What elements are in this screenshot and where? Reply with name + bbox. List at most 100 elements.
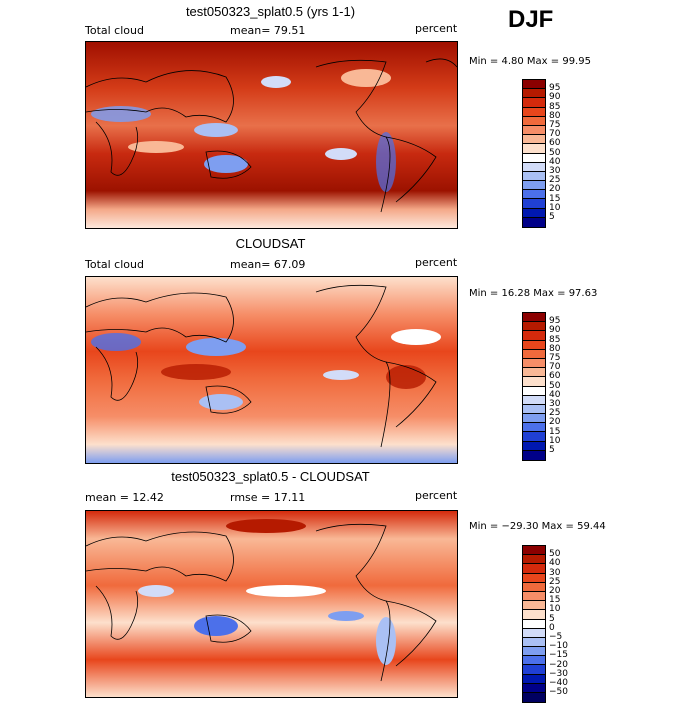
panel-2-units-label: percent: [415, 256, 458, 269]
colorbar-box: [523, 358, 545, 369]
colorbar-tick-label: −10: [549, 641, 568, 652]
colorbar-box: [523, 404, 545, 415]
colorbar-box: [523, 144, 545, 154]
colorbar-box: [523, 190, 545, 200]
colorbar-tick-label: 0: [549, 622, 555, 633]
colorbar-tick-label: 50: [549, 380, 561, 391]
colorbar-tick-label: 85: [549, 101, 561, 112]
colorbar-box: [523, 601, 545, 611]
colorbar-box: [523, 591, 545, 602]
colorbar-box: [523, 555, 545, 565]
panel-1-colorbar: [522, 79, 546, 228]
colorbar-box: [523, 171, 545, 182]
colorbar-tick-label: −20: [549, 659, 568, 670]
colorbar-box: [523, 450, 545, 460]
panel-3-colorbar: [522, 545, 546, 703]
colorbar-tick-label: 95: [549, 316, 561, 327]
panel-3-title: test050323_splat0.5 - CLOUDSAT: [171, 469, 370, 484]
colorbar-box: [523, 208, 545, 218]
colorbar-tick-label: 15: [549, 595, 561, 606]
colorbar-tick-label: 15: [549, 426, 561, 437]
colorbar-box: [523, 199, 545, 209]
colorbar-box: [523, 683, 545, 693]
colorbar-tick-label: 50: [549, 549, 561, 560]
colorbar-box: [523, 386, 545, 396]
panel-1-mean-label: mean= 79.51: [230, 24, 306, 37]
colorbar-tick-label: 25: [549, 175, 561, 186]
colorbar-box: [523, 162, 545, 172]
colorbar-tick-label: 75: [549, 353, 561, 363]
colorbar-tick-label: 10: [549, 202, 561, 213]
colorbar-box: [523, 340, 545, 350]
panel-2-colorbar: [522, 312, 546, 461]
colorbar-box: [523, 647, 545, 657]
colorbar-tick-label: 10: [549, 604, 561, 615]
colorbar-tick-label: 80: [549, 110, 561, 121]
panel-1-title: test050323_splat0.5 (yrs 1-1): [185, 4, 356, 19]
colorbar-box: [523, 564, 545, 574]
colorbar-tick-label: 15: [549, 193, 561, 204]
colorbar-tick-label: −50: [549, 687, 568, 698]
colorbar-tick-label: 40: [549, 389, 561, 400]
colorbar-tick-label: 40: [549, 156, 561, 167]
colorbar-box: [523, 80, 545, 90]
panel-3-mean-label: mean = 12.42: [85, 491, 164, 504]
colorbar-tick-label: 40: [549, 558, 561, 569]
panel-3-units-label: percent: [415, 489, 458, 502]
colorbar-tick-label: 30: [549, 399, 561, 409]
colorbar-box: [523, 414, 545, 424]
panel-1-units-label: percent: [415, 22, 458, 35]
colorbar-tick-label: −30: [549, 668, 568, 679]
colorbar-tick-label: 70: [549, 129, 561, 140]
colorbar-box: [523, 693, 545, 703]
colorbar-tick-label: 25: [549, 408, 561, 419]
colorbar-box: [523, 441, 545, 451]
panel-2-title: CLOUDSAT: [235, 236, 306, 251]
colorbar-box: [523, 89, 545, 99]
colorbar-box: [523, 637, 545, 648]
colorbar-tick-label: 70: [549, 362, 561, 373]
colorbar-box: [523, 349, 545, 359]
colorbar-box: [523, 116, 545, 126]
colorbar-tick-label: 10: [549, 435, 561, 446]
colorbar-box: [523, 423, 545, 433]
colorbar-tick-label: 30: [549, 166, 561, 176]
colorbar-tick-label: 95: [549, 83, 561, 94]
colorbar-box: [523, 322, 545, 332]
colorbar-box: [523, 674, 545, 684]
colorbar-tick-label: 80: [549, 343, 561, 354]
colorbar-box: [523, 546, 545, 556]
colorbar-tick-label: 5: [549, 212, 555, 222]
colorbar-tick-label: −5: [549, 632, 563, 642]
colorbar-tick-label: 75: [549, 120, 561, 130]
colorbar-box: [523, 135, 545, 145]
colorbar-tick-label: 20: [549, 417, 561, 428]
colorbar-tick-label: 50: [549, 147, 561, 158]
colorbar-tick-label: 30: [549, 567, 561, 578]
colorbar-box: [523, 656, 545, 666]
colorbar-tick-label: 90: [549, 325, 561, 336]
colorbar-tick-label: 60: [549, 138, 561, 149]
panel-2-mean-label: mean= 67.09: [230, 258, 306, 271]
colorbar-box: [523, 377, 545, 387]
panel-2-map: [85, 276, 458, 464]
colorbar-tick-label: 90: [549, 92, 561, 103]
colorbar-tick-label: 60: [549, 371, 561, 382]
colorbar-box: [523, 628, 545, 638]
colorbar-box: [523, 665, 545, 675]
colorbar-box: [523, 181, 545, 191]
colorbar-box: [523, 125, 545, 136]
colorbar-box: [523, 368, 545, 378]
panel-1-map: [85, 41, 458, 229]
colorbar-tick-label: −15: [549, 650, 568, 661]
colorbar-tick-label: 20: [549, 184, 561, 195]
colorbar-tick-label: 5: [549, 445, 555, 455]
panel-1-minmax: Min = 4.80 Max = 99.95: [469, 56, 591, 67]
colorbar-box: [523, 395, 545, 405]
panel-3-minmax: Min = −29.30 Max = 59.44: [469, 521, 606, 532]
colorbar-box: [523, 331, 545, 341]
colorbar-tick-label: 25: [549, 576, 561, 587]
colorbar-box: [523, 313, 545, 323]
colorbar-box: [523, 619, 545, 629]
panel-3-map: [85, 510, 458, 698]
